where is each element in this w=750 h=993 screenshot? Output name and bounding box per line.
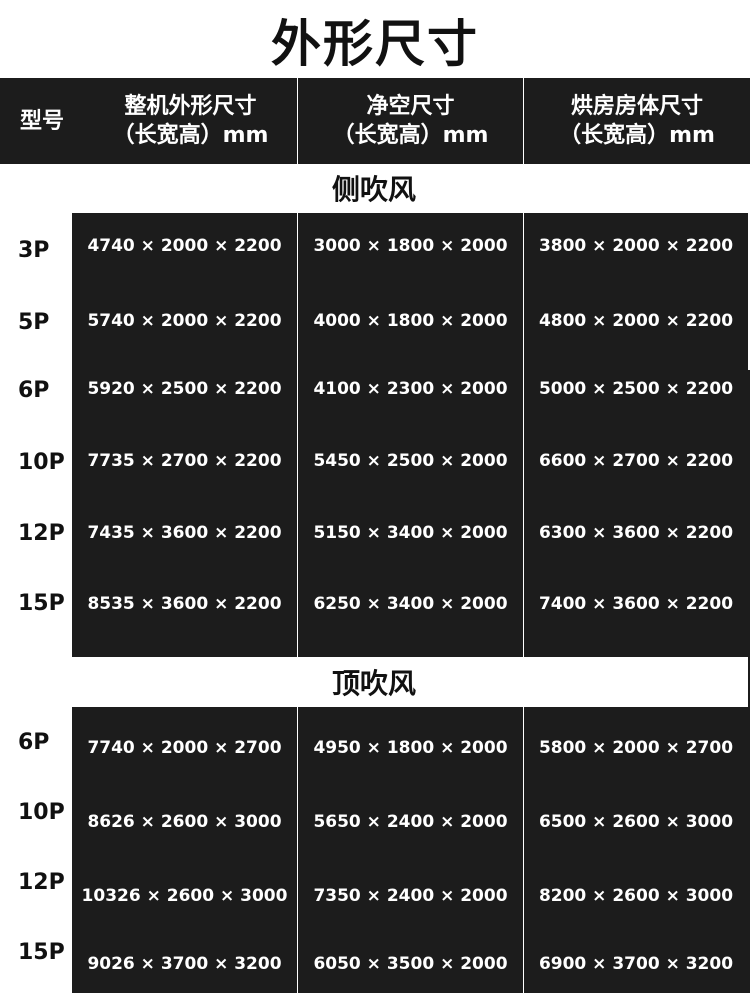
divider (523, 78, 524, 164)
dimension-cell: 5740 × 2000 × 2200 (87, 311, 282, 331)
model-label: 15P (18, 591, 65, 616)
header-clear-size-unit: （长宽高）mm (332, 123, 489, 148)
dimension-cell: 8200 × 2600 × 3000 (538, 886, 734, 906)
page-title: 外形尺寸 (271, 15, 479, 73)
dimension-cell: 6300 × 3600 × 2200 (538, 523, 734, 543)
dimension-cell: 5920 × 2500 × 2200 (87, 379, 282, 399)
dimension-cell: 5150 × 3400 × 2000 (313, 523, 508, 543)
dimension-cell: 4740 × 2000 × 2200 (87, 236, 282, 256)
dimension-cell: 8626 × 2600 × 3000 (87, 812, 282, 832)
dimension-cell: 5450 × 2500 × 2000 (313, 451, 508, 471)
dimension-cell: 5650 × 2400 × 2000 (313, 812, 508, 832)
divider (297, 78, 298, 164)
header-overall-size: 整机外形尺寸 （长宽高）mm (84, 78, 297, 164)
dimension-cell: 3800 × 2000 × 2200 (538, 236, 734, 256)
dimension-cell: 3000 × 1800 × 2000 (313, 236, 508, 256)
dimension-cell: 9026 × 3700 × 3200 (87, 954, 282, 974)
dimension-cell: 10326 × 2600 × 3000 (81, 886, 288, 906)
header-room-size-unit: （长宽高）mm (559, 123, 715, 148)
dimension-cell: 7400 × 3600 × 2200 (538, 594, 734, 614)
header-room-size: 烘房房体尺寸 （长宽高）mm (524, 78, 750, 164)
model-label: 15P (18, 940, 65, 965)
dimension-cell: 6600 × 2700 × 2200 (538, 451, 734, 471)
dimension-cell: 7350 × 2400 × 2000 (313, 886, 508, 906)
model-label: 6P (18, 378, 50, 403)
model-label: 5P (18, 310, 50, 335)
dimension-cell: 8535 × 3600 × 2200 (87, 594, 282, 614)
dimension-cell: 4800 × 2000 × 2200 (538, 311, 734, 331)
table-header: 型号 整机外形尺寸 （长宽高）mm 净空尺寸 （长宽高）mm 烘房房体尺寸 （长… (0, 78, 750, 164)
header-overall-size-title: 整机外形尺寸 (124, 94, 257, 119)
header-model: 型号 (19, 108, 64, 134)
dimension-cell: 4950 × 1800 × 2000 (313, 738, 508, 758)
model-label: 12P (18, 521, 65, 546)
dimension-cell: 7740 × 2000 × 2700 (87, 738, 282, 758)
header-room-size-title: 烘房房体尺寸 (570, 94, 703, 119)
model-label: 10P (18, 800, 65, 825)
section-block-side-blow (72, 213, 748, 657)
section-label-side-blow: 侧吹风 (331, 173, 416, 206)
model-label: 3P (18, 238, 50, 263)
dimension-cell: 6500 × 2600 × 3000 (538, 812, 734, 832)
dimension-cell: 4100 × 2300 × 2000 (313, 379, 508, 399)
model-label: 6P (18, 730, 50, 755)
section-block-top-blow (72, 707, 748, 993)
dimension-cell: 5000 × 2500 × 2200 (538, 379, 734, 399)
header-overall-size-unit: （长宽高）mm (112, 123, 269, 148)
dimension-cell: 6250 × 3400 × 2000 (313, 594, 508, 614)
dimension-cell: 4000 × 1800 × 2000 (313, 311, 508, 331)
divider (297, 707, 298, 993)
section-label-top-blow: 顶吹风 (331, 667, 416, 700)
model-label: 12P (18, 870, 65, 895)
divider (523, 707, 524, 993)
header-clear-size-title: 净空尺寸 (366, 94, 455, 119)
dimension-cell: 7735 × 2700 × 2200 (87, 451, 282, 471)
dimension-cell: 6050 × 3500 × 2000 (313, 954, 508, 974)
model-label: 10P (18, 450, 65, 475)
header-clear-size: 净空尺寸 （长宽高）mm (298, 78, 523, 164)
divider (297, 213, 298, 657)
right-edge (748, 370, 750, 993)
dimension-cell: 6900 × 3700 × 3200 (538, 954, 734, 974)
dimension-cell: 7435 × 3600 × 2200 (87, 523, 282, 543)
dimension-cell: 5800 × 2000 × 2700 (538, 738, 734, 758)
divider (523, 213, 524, 657)
